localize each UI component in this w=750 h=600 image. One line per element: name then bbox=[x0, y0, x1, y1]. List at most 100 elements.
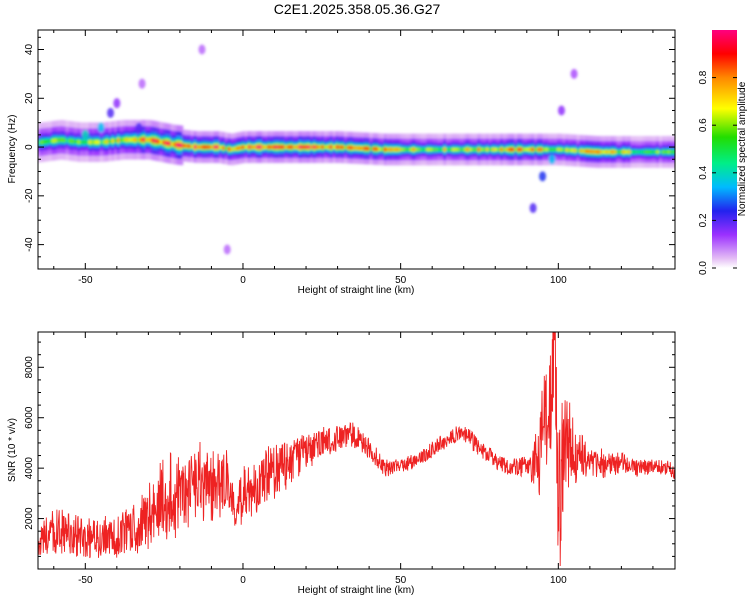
spectrogram-cell bbox=[440, 148, 445, 151]
spectrogram-cell bbox=[244, 145, 249, 149]
spectrogram-cell bbox=[256, 145, 260, 149]
spectrogram-feature bbox=[570, 68, 578, 79]
spectrogram-cell bbox=[406, 148, 411, 151]
colorbar-gradient bbox=[712, 30, 737, 268]
x-tick-label: 0 bbox=[240, 275, 246, 286]
spectrogram-cell bbox=[40, 140, 45, 144]
spectrogram-cell bbox=[105, 140, 110, 144]
spectrogram-cell bbox=[670, 150, 675, 154]
spectrogram-cell bbox=[239, 146, 243, 149]
spectrogram-cell bbox=[99, 140, 104, 144]
spectrogram-cell bbox=[221, 146, 226, 150]
spectrogram-cell bbox=[329, 145, 334, 149]
spectrogram-cell bbox=[593, 150, 598, 154]
spectrogram-cell bbox=[247, 145, 252, 149]
spectrogram-cell bbox=[199, 145, 204, 149]
spectrogram-cell bbox=[326, 145, 331, 149]
spectrogram-cell bbox=[613, 150, 618, 154]
spectrogram-cell bbox=[531, 148, 536, 151]
snr-panel: -50 0 50 100 2000 4000 6000 8000 Height of stra… bbox=[7, 331, 676, 596]
spectrogram-cell bbox=[372, 147, 377, 151]
spectrogram-cell bbox=[497, 148, 502, 151]
spectrogram-feature bbox=[107, 107, 115, 118]
spectrogram-cell bbox=[392, 148, 397, 151]
spectrogram-cell bbox=[241, 145, 246, 149]
spectrogram-cell bbox=[204, 145, 209, 149]
spectrogram-cell bbox=[80, 140, 84, 144]
spectrogram-cell bbox=[590, 150, 595, 153]
colorbar-tick-label: 0.2 bbox=[698, 213, 709, 227]
spectrogram-cell bbox=[224, 147, 229, 150]
x-tick-label: 50 bbox=[395, 575, 407, 586]
spectrogram-cell bbox=[650, 150, 655, 154]
spectrogram-cell bbox=[630, 150, 635, 154]
spectrogram-cell bbox=[514, 148, 519, 151]
spectrogram-cell bbox=[500, 148, 504, 151]
spectrogram-cell bbox=[361, 147, 365, 150]
spectrogram-cell bbox=[91, 140, 96, 144]
spectrogram-cell bbox=[309, 145, 314, 149]
spectrogram-cell bbox=[582, 149, 587, 153]
spectrogram-cell bbox=[307, 145, 311, 149]
spectrogram-cell bbox=[139, 138, 144, 142]
spectrogram-cell bbox=[534, 148, 539, 151]
x-tick-label: 50 bbox=[395, 275, 407, 286]
spectrogram-cell bbox=[656, 150, 661, 154]
spectrogram-cell bbox=[304, 145, 309, 149]
spectrogram-cell bbox=[545, 148, 550, 151]
spectrogram-cell bbox=[554, 148, 558, 151]
y-tick-label: 40 bbox=[24, 44, 35, 56]
spectrogram-cell bbox=[449, 148, 453, 151]
spectrogram-cell bbox=[491, 148, 496, 151]
snr-axes: -50 0 50 100 2000 4000 6000 8000 bbox=[24, 332, 675, 586]
spectrogram-cell bbox=[556, 148, 561, 151]
spectrogram-cell bbox=[264, 145, 269, 149]
spectrogram-cell bbox=[519, 148, 524, 151]
spectrogram-cell bbox=[395, 148, 399, 151]
spectrogram-cell bbox=[267, 145, 272, 149]
spectrogram-cell bbox=[213, 145, 218, 149]
spectrogram-cell bbox=[233, 147, 238, 151]
spectrogram-cell bbox=[335, 145, 340, 149]
spectrogram-cell bbox=[145, 138, 150, 142]
snr-xlabel: Height of straight line (km) bbox=[298, 585, 415, 596]
x-tick-label: 0 bbox=[240, 575, 246, 586]
spectrogram-cell bbox=[142, 138, 147, 142]
spectrogram-cell bbox=[170, 142, 175, 146]
colorbar-tick-label: 0.4 bbox=[698, 165, 709, 179]
spectrogram-cell bbox=[156, 139, 161, 143]
spectrogram-cell bbox=[295, 145, 300, 149]
snr-ylabel: SNR (10 * v/v) bbox=[7, 418, 18, 482]
spectrogram-cell bbox=[559, 148, 564, 151]
spectrogram-cell bbox=[426, 148, 431, 151]
spectrogram-cell bbox=[466, 148, 470, 151]
spectrogram-cell bbox=[165, 141, 170, 145]
spectrogram-cell bbox=[480, 148, 485, 151]
y-tick-label: 0 bbox=[24, 144, 35, 150]
spectrogram-cell bbox=[517, 148, 521, 151]
spectrogram-image bbox=[38, 44, 675, 255]
spectrogram-cell bbox=[414, 148, 419, 151]
spectrogram-cell bbox=[355, 146, 360, 150]
spectrogram-cell bbox=[51, 139, 56, 143]
spectrogram-cell bbox=[187, 145, 192, 148]
y-tick-label: 2000 bbox=[24, 507, 35, 530]
spectrogram-cell bbox=[196, 145, 201, 149]
spectrogram-cell bbox=[471, 148, 476, 151]
spectrogram-xlabel: Height of straight line (km) bbox=[298, 285, 415, 296]
spectrogram-cell bbox=[446, 148, 451, 151]
spectrogram-energy bbox=[38, 44, 675, 255]
spectrogram-cell bbox=[380, 148, 385, 151]
spectrogram-cell bbox=[636, 150, 641, 154]
spectrogram-cell bbox=[346, 146, 351, 149]
spectrogram-cell bbox=[332, 145, 337, 149]
spectrogram-cell bbox=[312, 145, 317, 149]
spectrogram-cell bbox=[539, 148, 544, 151]
spectrogram-cell bbox=[85, 140, 90, 144]
spectrogram-cell bbox=[136, 138, 141, 142]
spectrogram-cell bbox=[647, 150, 652, 154]
spectrogram-cell bbox=[409, 148, 414, 151]
spectrogram-cell bbox=[369, 147, 374, 150]
spectrogram-cell bbox=[116, 138, 121, 142]
spectrogram-cell bbox=[54, 138, 59, 142]
